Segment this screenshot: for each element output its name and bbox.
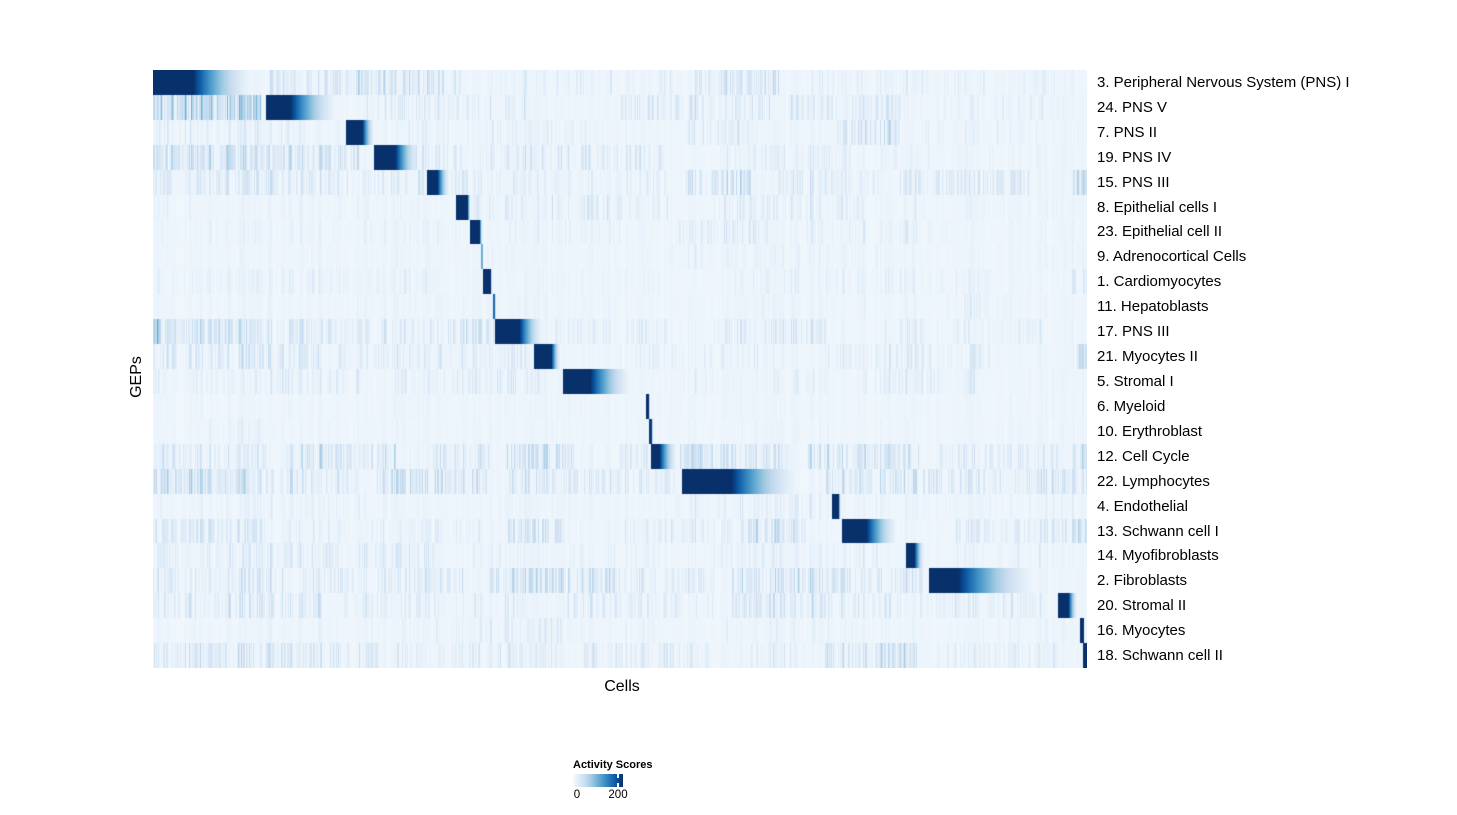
colorbar-tick-labels: 0 200: [573, 789, 693, 803]
row-label: 8. Epithelial cells I: [1097, 198, 1218, 216]
row-label: 6. Myeloid: [1097, 397, 1166, 415]
row-label: 23. Epithelial cell II: [1097, 223, 1223, 241]
row-label: 13. Schwann cell I: [1097, 522, 1219, 540]
row-label: 21. Myocytes II: [1097, 348, 1198, 366]
row-label: 19. PNS IV: [1097, 148, 1172, 166]
colorbar-tick-mark: [617, 783, 619, 787]
row-label: 5. Stromal I: [1097, 373, 1174, 391]
colorbar-tick-min: 0: [573, 789, 581, 801]
row-label: 3. Peripheral Nervous System (PNS) I: [1097, 73, 1350, 91]
row-label: 9. Adrenocortical Cells: [1097, 248, 1247, 266]
row-label: 1. Cardiomyocytes: [1097, 273, 1222, 291]
row-label: 18. Schwann cell II: [1097, 647, 1223, 665]
row-label: 24. PNS V: [1097, 98, 1168, 116]
row-label: 7. PNS II: [1097, 123, 1158, 141]
row-label: 2. Fibroblasts: [1097, 572, 1188, 590]
heatmap-canvas: [153, 70, 1087, 668]
row-labels: 3. Peripheral Nervous System (PNS) I 24. …: [1097, 70, 1447, 668]
row-label: 20. Stromal II: [1097, 597, 1187, 615]
row-label: 15. PNS III: [1097, 173, 1170, 191]
row-label: 4. Endothelial: [1097, 497, 1188, 515]
colorbar-legend: Activity Scores 0 200: [573, 759, 693, 803]
row-label: 14. Myofibroblasts: [1097, 547, 1219, 565]
y-axis-label: GEPs: [128, 356, 145, 398]
row-label: 17. PNS III: [1097, 323, 1170, 341]
legend-title: Activity Scores: [573, 759, 653, 771]
row-label: 12. Cell Cycle: [1097, 447, 1190, 465]
row-label: 16. Myocytes: [1097, 622, 1186, 640]
row-label: 11. Hepatoblasts: [1097, 298, 1209, 316]
colorbar-tick-max: 200: [608, 789, 628, 801]
row-label: 22. Lymphocytes: [1097, 472, 1210, 490]
colorbar-gradient: [573, 774, 623, 787]
row-label: 10. Erythroblast: [1097, 422, 1203, 440]
x-axis-label: Cells: [604, 678, 640, 695]
colorbar-tick-mark: [617, 774, 619, 778]
